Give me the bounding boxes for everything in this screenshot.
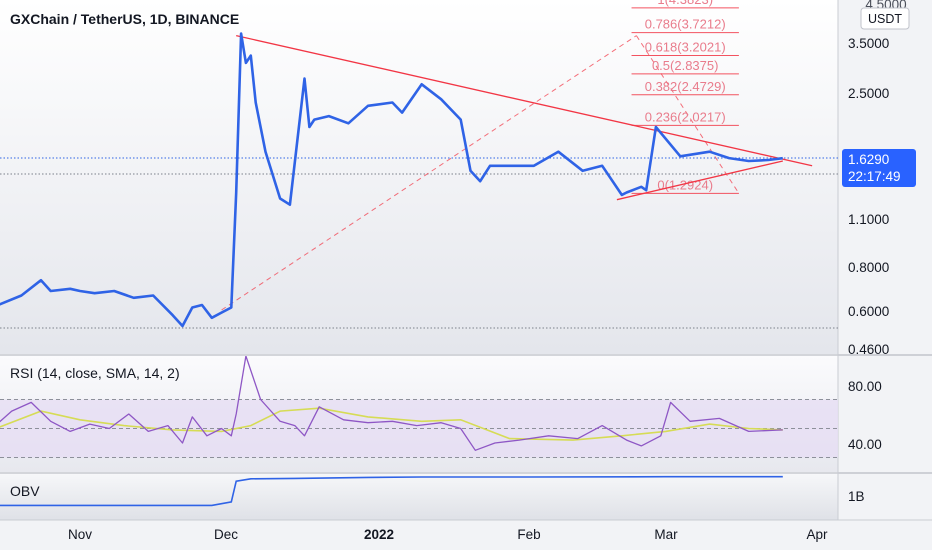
fib-level-label: 0.786(3.7212) bbox=[645, 17, 726, 32]
fib-diagonal-return[interactable] bbox=[635, 35, 740, 194]
trend-line-2[interactable] bbox=[616, 160, 783, 201]
currency-box[interactable] bbox=[860, 7, 910, 30]
rsi-axis-label: 80.00 bbox=[848, 379, 882, 394]
time-axis-label: Mar bbox=[654, 527, 678, 542]
fib-level-label: 0.236(2.0217) bbox=[645, 109, 726, 124]
rsi-title[interactable]: RSI (14, close, SMA, 14, 2) bbox=[10, 365, 180, 381]
currency-label: USDT bbox=[868, 12, 902, 26]
time-axis-label: Dec bbox=[214, 527, 238, 542]
price-line[interactable] bbox=[0, 32, 783, 328]
rsi-pane bbox=[0, 356, 838, 458]
price-axis-label: 0.6000 bbox=[848, 304, 889, 319]
time-axis-label: Nov bbox=[68, 527, 92, 542]
fib-diagonal[interactable] bbox=[221, 35, 637, 311]
obv-pane bbox=[0, 475, 783, 507]
trend-line-1[interactable] bbox=[236, 34, 813, 167]
price-axis-label: 3.5000 bbox=[848, 36, 889, 51]
fib-retracement[interactable]: 1(4.3823) 0.786(3.7212) 0.618(3.2021) 0.5(2… bbox=[221, 0, 740, 311]
time-axis-label: Feb bbox=[517, 527, 540, 542]
price-axis-label: 0.4600 bbox=[848, 342, 889, 357]
rsi-line[interactable] bbox=[0, 356, 783, 451]
last-price-badge[interactable] bbox=[842, 149, 916, 187]
fib-level-label: 1(4.3823) bbox=[657, 0, 713, 7]
rsi-axis-label: 40.00 bbox=[848, 437, 882, 452]
symbol-title[interactable]: GXChain / TetherUS, 1D, BINANCE bbox=[10, 11, 239, 27]
bar-countdown: 22:17:49 bbox=[848, 169, 901, 184]
rsi-sma-line[interactable] bbox=[0, 407, 783, 441]
price-axis-label: 0.8000 bbox=[848, 260, 889, 275]
price-axis-label: 1.1000 bbox=[848, 212, 889, 227]
obv-title[interactable]: OBV bbox=[10, 483, 40, 499]
main-pane-background bbox=[0, 0, 838, 354]
time-axis-label: 2022 bbox=[364, 527, 394, 542]
price-axis-background bbox=[838, 0, 932, 550]
fib-level-label: 0.618(3.2021) bbox=[645, 40, 726, 55]
rsi-band bbox=[0, 399, 838, 458]
obv-line[interactable] bbox=[0, 475, 783, 507]
obv-pane-background bbox=[0, 474, 838, 520]
time-axis-background bbox=[0, 520, 838, 550]
trend-lines[interactable] bbox=[236, 34, 813, 201]
fib-level-label: 0.382(2.4729) bbox=[645, 79, 726, 94]
obv-axis-label: 1B bbox=[848, 489, 865, 504]
price-axis-label: 2.5000 bbox=[848, 86, 889, 101]
price-series bbox=[0, 32, 783, 328]
last-price-value: 1.6290 bbox=[848, 152, 889, 167]
fib-level-label: 0.5(2.8375) bbox=[652, 58, 719, 73]
time-axis-label: Apr bbox=[806, 527, 828, 542]
